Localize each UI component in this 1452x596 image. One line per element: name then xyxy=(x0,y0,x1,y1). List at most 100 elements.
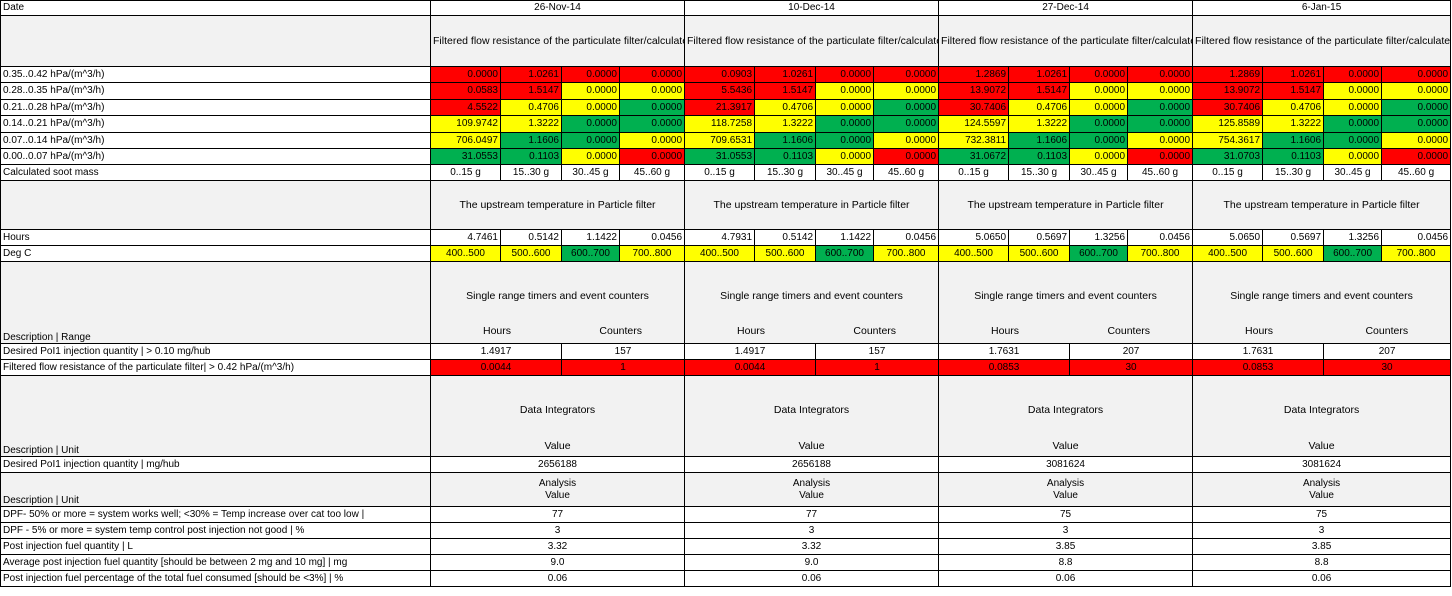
timer-hours-cell[interactable]: 0.0853 xyxy=(938,359,1071,377)
analysis-value-cell[interactable]: 3 xyxy=(1192,522,1452,540)
temp-range-cell[interactable]: 400..500 xyxy=(938,245,1010,263)
soot-value-cell[interactable]: 0.0000 xyxy=(1381,98,1452,117)
section3-header[interactable]: Single range timers and event counters Ho… xyxy=(1192,261,1452,345)
section5-desc-label[interactable]: Description | Unit xyxy=(0,472,431,508)
soot-range-cell[interactable]: 30..45 g xyxy=(1069,164,1129,182)
soot-value-cell[interactable]: 0.0000 xyxy=(873,115,940,133)
analysis-row-label[interactable]: Average post injection fuel quantity [sh… xyxy=(0,554,431,572)
temp-range-cell[interactable]: 500..600 xyxy=(754,245,817,263)
soot-value-cell[interactable]: 0.0000 xyxy=(430,65,501,84)
soot-value-cell[interactable]: 0.0000 xyxy=(815,115,875,133)
soot-value-cell[interactable]: 0.0000 xyxy=(618,98,686,117)
soot-value-cell[interactable]: 0.0000 xyxy=(815,82,875,100)
section5-header[interactable]: Analysis Value xyxy=(429,472,686,508)
pressure-range-label[interactable]: 0.21..0.28 hPa/(m^3/h) xyxy=(0,98,431,117)
section1-title[interactable]: Filtered flow resistance of the particul… xyxy=(1192,15,1452,67)
analysis-row-label[interactable]: DPF - 5% or more = system temp control p… xyxy=(0,522,431,540)
date-header[interactable]: 26-Nov-14 xyxy=(429,0,686,16)
soot-value-cell[interactable]: 13.9072 xyxy=(938,82,1010,100)
soot-range-cell[interactable]: 15..30 g xyxy=(1008,164,1071,182)
soot-value-cell[interactable]: 0.0000 xyxy=(1127,82,1194,100)
temp-range-cell[interactable]: 700..800 xyxy=(873,245,940,263)
temp-range-cell[interactable]: 600..700 xyxy=(815,245,875,263)
analysis-value-cell[interactable]: 0.06 xyxy=(429,570,686,588)
section2-title[interactable]: The upstream temperature in Particle fil… xyxy=(429,180,686,231)
pressure-range-label[interactable]: 0.14..0.21 hPa/(m^3/h) xyxy=(0,115,431,133)
analysis-value-cell[interactable]: 0.06 xyxy=(684,570,940,588)
analysis-value-cell[interactable]: 77 xyxy=(429,506,686,524)
soot-range-cell[interactable]: 45..60 g xyxy=(1381,164,1452,182)
soot-value-cell[interactable]: 0.0000 xyxy=(1323,98,1383,117)
section4-desc-label[interactable]: Description | Unit xyxy=(0,375,431,458)
soot-value-cell[interactable]: 1.0261 xyxy=(754,65,817,84)
timer-counter-cell[interactable]: 157 xyxy=(560,343,686,361)
soot-range-cell[interactable]: 0..15 g xyxy=(938,164,1010,182)
soot-value-cell[interactable]: 732.3811 xyxy=(938,131,1010,149)
soot-value-cell[interactable]: 0.0000 xyxy=(815,131,875,149)
pressure-range-label[interactable]: 0.35..0.42 hPa/(m^3/h) xyxy=(0,65,431,84)
soot-value-cell[interactable]: 0.0000 xyxy=(1381,115,1452,133)
analysis-value-cell[interactable]: 3 xyxy=(429,522,686,540)
soot-value-cell[interactable]: 0.0000 xyxy=(815,98,875,117)
soot-value-cell[interactable]: 0.0000 xyxy=(1069,147,1129,166)
pressure-range-label[interactable]: 0.28..0.35 hPa/(m^3/h) xyxy=(0,82,431,100)
section5-header[interactable]: Analysis Value xyxy=(684,472,940,508)
soot-value-cell[interactable]: 0.4706 xyxy=(500,98,562,117)
timer-hours-cell[interactable]: 0.0044 xyxy=(430,359,562,377)
section2-title[interactable]: The upstream temperature in Particle fil… xyxy=(938,180,1194,231)
soot-value-cell[interactable]: 0.1103 xyxy=(500,147,562,166)
section4-header[interactable]: Data Integrators Value xyxy=(429,375,686,458)
soot-value-cell[interactable]: 0.0000 xyxy=(561,115,620,133)
timer-hours-cell[interactable]: 0.0853 xyxy=(1192,359,1325,377)
soot-value-cell[interactable]: 0.1103 xyxy=(1008,147,1071,166)
date-header[interactable]: 10-Dec-14 xyxy=(684,0,940,16)
soot-range-cell[interactable]: 15..30 g xyxy=(500,164,562,182)
soot-value-cell[interactable]: 0.0000 xyxy=(873,65,940,84)
soot-value-cell[interactable]: 0.0000 xyxy=(618,131,686,149)
soot-value-cell[interactable]: 31.0672 xyxy=(938,147,1010,166)
temp-range-cell[interactable]: 400..500 xyxy=(1192,245,1264,263)
soot-value-cell[interactable]: 124.5597 xyxy=(938,115,1010,133)
hours-cell[interactable]: 5.0650 xyxy=(1192,229,1264,247)
soot-value-cell[interactable]: 31.0553 xyxy=(430,147,501,166)
soot-range-cell[interactable]: 15..30 g xyxy=(1262,164,1325,182)
soot-value-cell[interactable]: 0.0000 xyxy=(561,147,620,166)
soot-value-cell[interactable]: 1.2869 xyxy=(1192,65,1264,84)
analysis-value-cell[interactable]: 8.8 xyxy=(938,554,1194,572)
hours-cell[interactable]: 0.5697 xyxy=(1262,229,1325,247)
hours-cell[interactable]: 4.7461 xyxy=(430,229,501,247)
temp-range-cell[interactable]: 700..800 xyxy=(618,245,686,263)
soot-value-cell[interactable]: 0.0000 xyxy=(1323,131,1383,149)
hours-cell[interactable]: 1.3256 xyxy=(1323,229,1383,247)
soot-range-cell[interactable]: 30..45 g xyxy=(815,164,875,182)
analysis-row-label[interactable]: DPF- 50% or more = system works well; <3… xyxy=(0,506,431,524)
soot-value-cell[interactable]: 0.4706 xyxy=(754,98,817,117)
soot-value-cell[interactable]: 0.1103 xyxy=(1262,147,1325,166)
timer-hours-cell[interactable]: 1.7631 xyxy=(938,343,1071,361)
date-label[interactable]: Date xyxy=(0,0,431,16)
section1-title[interactable]: Filtered flow resistance of the particul… xyxy=(684,15,940,67)
analysis-value-cell[interactable]: 8.8 xyxy=(1192,554,1452,572)
timer-counter-cell[interactable]: 1 xyxy=(560,359,686,377)
temp-range-cell[interactable]: 500..600 xyxy=(1262,245,1325,263)
soot-value-cell[interactable]: 0.0000 xyxy=(1381,82,1452,100)
soot-value-cell[interactable]: 0.0000 xyxy=(1323,82,1383,100)
soot-value-cell[interactable]: 0.0000 xyxy=(1127,115,1194,133)
soot-value-cell[interactable]: 0.0000 xyxy=(873,147,940,166)
soot-range-cell[interactable]: 0..15 g xyxy=(684,164,756,182)
temp-range-cell[interactable]: 500..600 xyxy=(500,245,562,263)
section4-header[interactable]: Data Integrators Value xyxy=(684,375,940,458)
soot-value-cell[interactable]: 754.3617 xyxy=(1192,131,1264,149)
pressure-range-label[interactable]: 0.00..0.07 hPa/(m^3/h) xyxy=(0,147,431,166)
soot-value-cell[interactable]: 0.0000 xyxy=(561,65,620,84)
soot-value-cell[interactable]: 0.0000 xyxy=(1069,131,1129,149)
section2-title-label[interactable] xyxy=(0,180,431,231)
temp-range-cell[interactable]: 600..700 xyxy=(1069,245,1129,263)
soot-value-cell[interactable]: 1.3222 xyxy=(1262,115,1325,133)
soot-value-cell[interactable]: 1.1606 xyxy=(1008,131,1071,149)
analysis-value-cell[interactable]: 75 xyxy=(938,506,1194,524)
soot-value-cell[interactable]: 0.0000 xyxy=(1127,65,1194,84)
soot-range-cell[interactable]: 45..60 g xyxy=(873,164,940,182)
soot-value-cell[interactable]: 0.0000 xyxy=(561,98,620,117)
timer-row-label[interactable]: Desired PoI1 injection quantity | > 0.10… xyxy=(0,343,431,361)
